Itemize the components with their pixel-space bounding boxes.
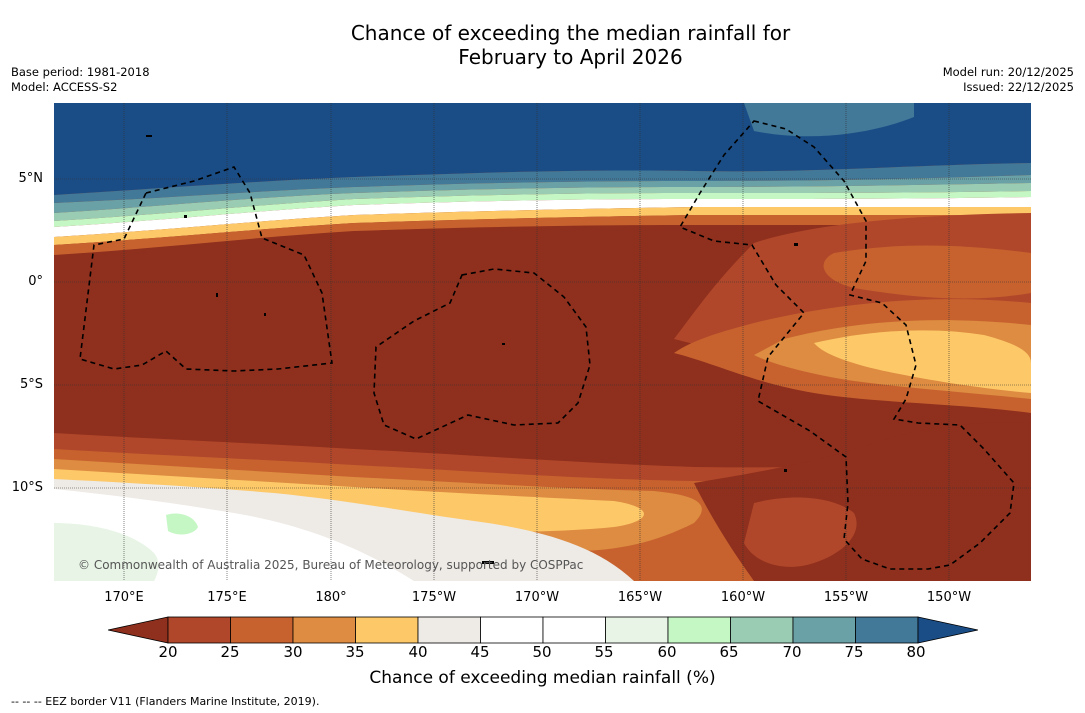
colorbar-swatch: [667, 616, 731, 644]
region-40-45-band: [814, 330, 1031, 393]
lat-label-0: 0°: [28, 274, 43, 289]
region-75-80: [54, 163, 1031, 203]
cb-tick-70: 70: [782, 643, 802, 661]
colorbar-arrow-high: [917, 616, 979, 644]
rainfall-map: [54, 103, 1031, 581]
lon-label-170e: 170°E: [104, 590, 144, 605]
colorbar: [107, 616, 979, 648]
region-south-60-65: [166, 513, 198, 535]
base-period: Base period: 1981-2018: [11, 65, 150, 79]
region-60-65: [54, 191, 1031, 227]
colorbar-label: Chance of exceeding median rainfall (%): [369, 668, 716, 688]
colorbar-swatch: [855, 616, 919, 644]
colorbar-swatch: [792, 616, 856, 644]
cb-tick-20: 20: [158, 643, 178, 661]
cb-tick-25: 25: [220, 643, 240, 661]
cb-tick-55: 55: [594, 643, 614, 661]
lon-label-160w: 160°W: [720, 590, 766, 605]
colorbar-swatches: [107, 616, 979, 644]
cb-tick-75: 75: [844, 643, 864, 661]
cb-tick-60: 60: [657, 643, 677, 661]
cb-tick-80: 80: [906, 643, 926, 661]
island: [216, 293, 218, 297]
map-canvas: [54, 103, 1031, 581]
graticule: [54, 103, 1031, 581]
title-line-1: Chance of exceeding the median rainfall …: [350, 21, 791, 45]
colorbar-arrow-low: [107, 616, 169, 644]
meta-left: Base period: 1981-2018 Model: ACCESS-S2: [11, 65, 150, 95]
island: [502, 343, 505, 345]
island: [784, 469, 787, 472]
colorbar-swatch: [355, 616, 419, 644]
lon-label-170w: 170°W: [514, 590, 560, 605]
model-run: Model run: 20/12/2025: [942, 65, 1074, 79]
cb-tick-40: 40: [408, 643, 428, 661]
cb-tick-45: 45: [470, 643, 490, 661]
eez-footnote: -- -- -- EEZ border V11 (Flanders Marine…: [11, 695, 320, 708]
lon-label-175w: 175°W: [411, 590, 457, 605]
cb-tick-35: 35: [345, 643, 365, 661]
lat-label-5s: 5°S: [19, 377, 43, 392]
colorbar-swatch: [230, 616, 294, 644]
title-line-2: February to April 2026: [458, 45, 683, 69]
lat-label-5n: 5°N: [18, 171, 44, 186]
cb-tick-50: 50: [532, 643, 552, 661]
colorbar-swatch: [542, 616, 606, 644]
meta-right: Model run: 20/12/2025 Issued: 22/12/2025: [943, 65, 1074, 95]
colorbar-swatch: [730, 616, 794, 644]
region-south-55-60: [54, 523, 159, 581]
eez-kiribati-phoenix: [373, 268, 591, 440]
island: [794, 243, 798, 246]
lon-label-175e: 175°E: [207, 590, 247, 605]
map-title: Chance of exceeding the median rainfall …: [0, 21, 1085, 69]
eez-borders: [79, 120, 1015, 570]
lon-label-150w: 150°W: [926, 590, 972, 605]
colorbar-swatch: [605, 616, 669, 644]
region-35-40: [54, 207, 1031, 245]
island: [146, 135, 152, 137]
lon-label-165w: 165°W: [617, 590, 663, 605]
colorbar-swatch: [417, 616, 481, 644]
cb-tick-65: 65: [719, 643, 739, 661]
issued-date: Issued: 22/12/2025: [963, 80, 1074, 94]
region-30-35-east: [823, 245, 1031, 299]
lon-label-180: 180°: [315, 590, 347, 605]
colorbar-swatch: [480, 616, 544, 644]
region-65-70: [54, 183, 1031, 221]
lat-label-10s: 10°S: [11, 480, 43, 495]
eez-kiribati-gilbert: [79, 166, 333, 372]
island: [264, 313, 266, 316]
eez-kiribati-line: [678, 120, 1015, 570]
islands: [146, 135, 798, 564]
cb-tick-30: 30: [283, 643, 303, 661]
island: [184, 215, 187, 218]
lon-label-155w: 155°W: [823, 590, 869, 605]
colorbar-swatch: [167, 616, 231, 644]
region-70-75: [54, 175, 1031, 213]
island: [482, 561, 494, 564]
region-25-30: [54, 215, 1031, 255]
region-south-east-25: [744, 497, 857, 567]
model-name: Model: ACCESS-S2: [11, 80, 118, 94]
copyright-text: © Commonwealth of Australia 2025, Bureau…: [78, 558, 584, 572]
region-75-80-patch: [744, 103, 914, 137]
colorbar-swatch: [292, 616, 356, 644]
